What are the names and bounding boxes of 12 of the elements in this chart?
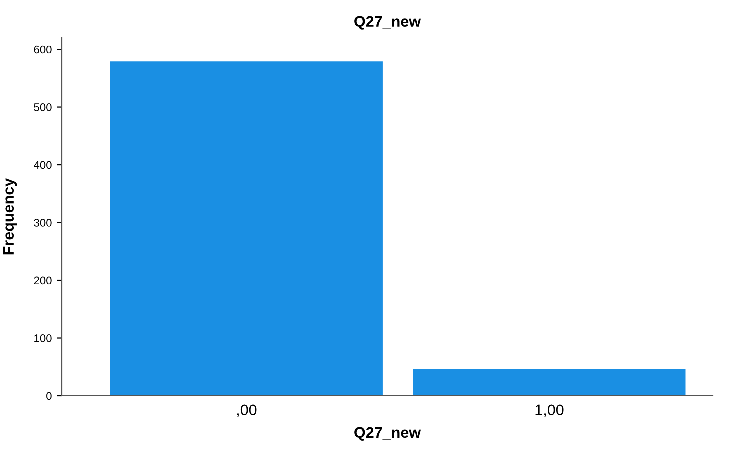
y-tick-label: 300 <box>34 219 52 227</box>
x-axis-title: Q27_new <box>354 427 422 441</box>
y-tick-label: 500 <box>34 104 52 112</box>
y-tick-label: 0 <box>46 392 52 400</box>
y-axis-title: Frequency <box>3 178 18 255</box>
y-tick-label: 100 <box>34 334 52 342</box>
x-tick-label: ,00 <box>237 404 257 418</box>
chart-title: Q27_new <box>354 16 422 30</box>
y-tick-label: 400 <box>34 161 52 170</box>
y-tick-label: 600 <box>34 46 52 54</box>
y-tick-label: 200 <box>34 276 52 285</box>
x-tick-label: 1,00 <box>536 404 564 418</box>
